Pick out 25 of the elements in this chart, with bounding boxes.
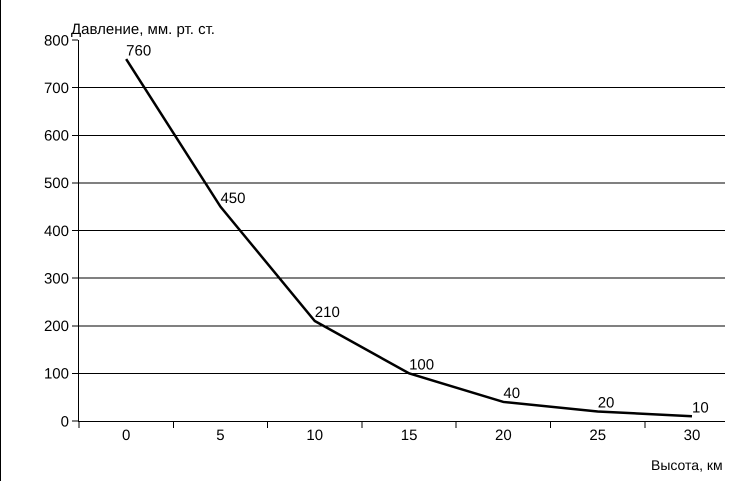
y-tick-label: 700 bbox=[44, 80, 69, 97]
x-tick-label: 0 bbox=[122, 427, 130, 444]
x-tick-label: 5 bbox=[216, 427, 225, 444]
x-tick-label: 20 bbox=[495, 427, 512, 444]
y-tick-label: 800 bbox=[44, 32, 69, 50]
data-label: 760 bbox=[126, 42, 152, 60]
x-axis-title: Высота, км bbox=[651, 457, 723, 473]
data-label: 100 bbox=[409, 356, 434, 374]
y-tick-label: 0 bbox=[60, 413, 69, 430]
data-label: 450 bbox=[220, 190, 246, 207]
y-tick-label: 300 bbox=[44, 270, 69, 288]
data-label: 10 bbox=[692, 399, 709, 416]
y-tick-label: 600 bbox=[44, 128, 69, 144]
y-tick-label: 100 bbox=[44, 366, 69, 383]
y-axis-title: Давление, мм. рт. ст. bbox=[71, 21, 215, 38]
x-tick-label: 10 bbox=[306, 427, 324, 444]
y-tick-label: 200 bbox=[44, 318, 69, 335]
data-label: 40 bbox=[503, 385, 520, 402]
x-tick-label: 30 bbox=[684, 427, 700, 444]
y-tick-label: 500 bbox=[44, 175, 69, 192]
x-tick-label: 25 bbox=[589, 427, 606, 444]
x-tick-label: 15 bbox=[400, 427, 418, 444]
data-label: 210 bbox=[314, 304, 340, 322]
y-tick-label: 400 bbox=[44, 222, 69, 240]
data-label: 20 bbox=[598, 394, 614, 412]
